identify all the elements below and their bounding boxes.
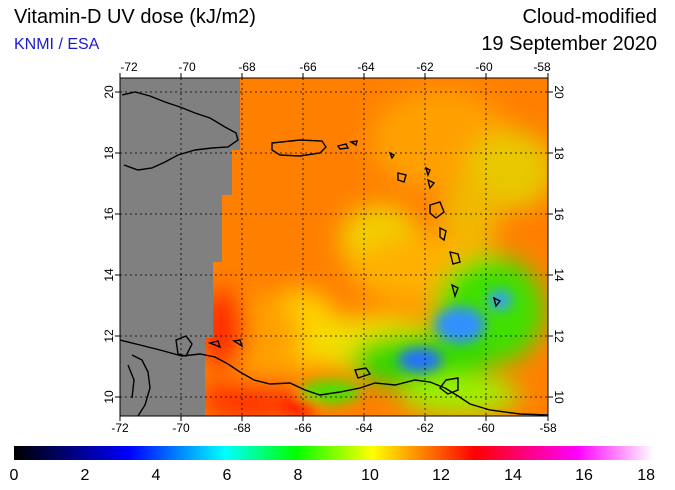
lon-label: -66 xyxy=(294,421,312,435)
lat-label: 12 xyxy=(102,329,116,343)
lat-labels-left: 20 18 16 14 12 10 xyxy=(102,85,116,404)
lon-label: -68 xyxy=(238,60,256,74)
lat-label: 10 xyxy=(552,390,566,404)
mode-label: Cloud-modified xyxy=(522,6,657,28)
lat-label: 14 xyxy=(552,268,566,282)
map-frame xyxy=(119,77,549,417)
date-label: 19 September 2020 xyxy=(481,33,657,55)
colorbar-label: 18 xyxy=(637,467,655,484)
lon-label: -64 xyxy=(357,60,375,74)
colorbar-label: 0 xyxy=(10,467,19,484)
colorbar-label: 10 xyxy=(361,467,379,484)
colorbar-label: 2 xyxy=(81,467,90,484)
lon-label: -60 xyxy=(475,60,493,74)
lat-label: 18 xyxy=(102,146,116,160)
lat-label: 16 xyxy=(102,207,116,221)
lat-label: 18 xyxy=(552,146,566,160)
no-data-region xyxy=(120,78,240,416)
lat-label: 10 xyxy=(102,390,116,404)
lon-label: -66 xyxy=(299,60,317,74)
tick-marks xyxy=(115,73,553,421)
uv-field xyxy=(120,78,548,416)
lon-label: -70 xyxy=(178,60,196,74)
lon-label: -58 xyxy=(533,60,551,74)
colorbar-label: 4 xyxy=(152,467,161,484)
lon-label: -68 xyxy=(233,421,251,435)
lon-label: -60 xyxy=(477,421,495,435)
lat-label: 12 xyxy=(552,329,566,343)
lat-labels-right: 20 18 16 14 12 10 xyxy=(552,85,566,404)
graticule xyxy=(120,78,548,416)
colorbar-label: 12 xyxy=(432,467,450,484)
lon-label: -70 xyxy=(172,421,190,435)
colorbar-label: 8 xyxy=(294,467,303,484)
lon-label: -72 xyxy=(120,60,138,74)
lat-label: 20 xyxy=(552,85,566,99)
source-label: KNMI / ESA xyxy=(14,36,100,53)
lon-label: -58 xyxy=(539,421,557,435)
lon-label: -62 xyxy=(416,60,434,74)
lon-label: -72 xyxy=(111,421,129,435)
colorbar xyxy=(14,446,654,460)
lon-label: -64 xyxy=(355,421,373,435)
lat-label: 20 xyxy=(102,85,116,99)
lon-labels-bottom: -72 -70 -68 -66 -64 -62 -60 -58 xyxy=(111,421,557,435)
lon-labels-top: -72 -70 -68 -66 -64 -62 -60 -58 xyxy=(120,60,551,74)
map-title: Vitamin-D UV dose (kJ/m2) xyxy=(14,6,256,28)
lat-label: 14 xyxy=(102,268,116,282)
lon-label: -62 xyxy=(416,421,434,435)
colorbar-label: 14 xyxy=(504,467,522,484)
colorbar-label: 16 xyxy=(575,467,593,484)
colorbar-labels: 0 2 4 6 8 10 12 14 16 18 xyxy=(10,467,656,484)
coastlines xyxy=(120,91,548,416)
colorbar-label: 6 xyxy=(223,467,232,484)
lat-label: 16 xyxy=(552,207,566,221)
